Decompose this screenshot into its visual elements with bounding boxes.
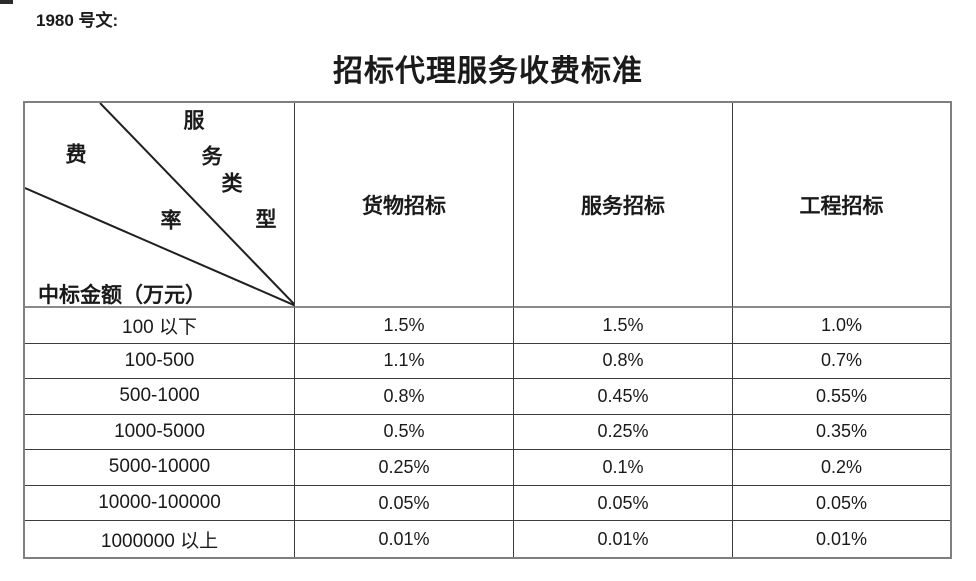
amount-range-cell: 10000-100000 <box>25 485 295 522</box>
column-header-goods: 货物招标 <box>295 103 514 308</box>
corner-label-type-char: 务 <box>201 144 223 169</box>
corner-label-rate-char: 率 <box>160 208 182 233</box>
amount-range-cell: 500-1000 <box>25 379 295 415</box>
service-rate-cell: 0.1% <box>514 450 733 486</box>
engineering-rate-cell: 0.55% <box>733 379 950 415</box>
corner-label-rate-char: 费 <box>65 142 87 167</box>
page-title: 招标代理服务收费标准 <box>333 55 643 88</box>
diagonal-divider-lines <box>25 103 294 306</box>
goods-rate-cell: 0.01% <box>295 521 514 557</box>
corner-label-type-char: 型 <box>255 207 277 232</box>
engineering-rate-cell: 0.7% <box>733 344 950 380</box>
amount-range-cell: 100 以下 <box>25 308 295 344</box>
service-rate-cell: 0.45% <box>514 379 733 415</box>
engineering-rate-cell: 0.01% <box>815 528 868 549</box>
table-corner-cell: 服 务 类 型 费 率 中标金额（万元） <box>25 103 295 308</box>
service-rate-cell: 0.25% <box>514 414 733 451</box>
service-rate-cell: 0.05% <box>514 485 733 522</box>
amount-range-cell: 1000000 以上 <box>25 521 295 557</box>
service-rate-cell: 1.5% <box>514 308 733 344</box>
engineering-rate-cell: 0.35% <box>733 415 950 451</box>
column-header-engineering: 工程招标 <box>733 103 950 308</box>
goods-rate-cell: 0.5% <box>295 414 514 451</box>
document-number: 1980 号文: <box>36 11 119 30</box>
service-rate-cell: 0.01% <box>514 521 733 557</box>
goods-rate-cell: 0.8% <box>295 379 514 415</box>
corner-label-type-char: 服 <box>183 108 205 133</box>
corner-label-amount: 中标金额（万元） <box>38 283 206 307</box>
goods-rate-cell: 0.05% <box>295 485 514 522</box>
amount-range-cell: 5000-10000 <box>25 450 295 486</box>
goods-rate-cell: 1.5% <box>295 308 514 344</box>
corner-label-type-char: 类 <box>221 171 243 196</box>
goods-rate-cell: 0.25% <box>295 450 514 486</box>
engineering-rate-cell: 1.0% <box>733 308 950 344</box>
service-rate-cell: 0.8% <box>514 343 733 380</box>
scan-artifact-mark <box>0 0 13 4</box>
amount-range-cell: 100-500 <box>25 343 295 380</box>
engineering-rate-cell: 0.05% <box>733 486 950 522</box>
goods-rate-cell: 1.1% <box>295 343 514 380</box>
amount-range-cell: 1000-5000 <box>25 414 295 451</box>
column-header-service: 服务招标 <box>514 103 733 308</box>
engineering-rate-cell: 0.2% <box>733 450 950 486</box>
fee-standard-table: 服 务 类 型 费 率 中标金额（万元） 货物招标 服务招标 工程招标 100 … <box>23 101 952 559</box>
